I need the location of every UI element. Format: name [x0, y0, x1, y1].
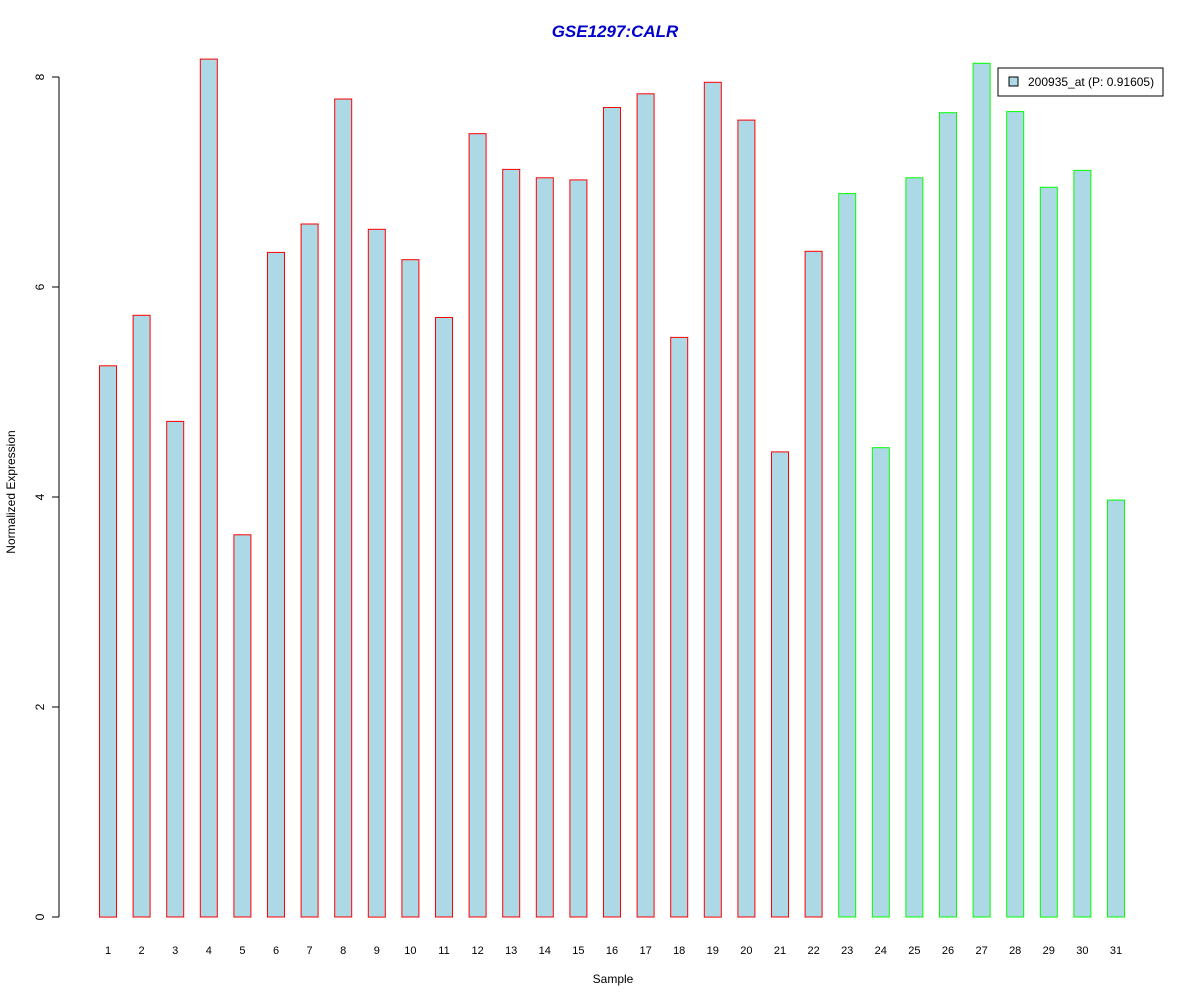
x-tick-labels: 1 2 3 4 5 6 7 8 9 10 11 12 13 14 15 16 17 18 19 20 21 22 23 24 2… — [105, 945, 1122, 957]
legend-box — [997, 67, 1164, 97]
x-tick-label: 14 — [539, 945, 551, 957]
legend-swatch — [1008, 76, 1019, 87]
bar — [334, 98, 353, 918]
bar — [737, 119, 756, 918]
x-tick-label: 23 — [841, 945, 853, 957]
bars-group — [99, 58, 1125, 918]
x-tick-label: 18 — [673, 945, 685, 957]
bar — [300, 223, 319, 918]
x-tick-label: 7 — [307, 945, 313, 957]
x-tick-label: 13 — [505, 945, 517, 957]
y-axis-label: Normalized Expression — [4, 430, 18, 553]
bar — [1107, 499, 1125, 918]
y-tick-label: 2 — [33, 703, 47, 710]
bar — [939, 112, 957, 918]
bar — [1006, 111, 1025, 918]
x-axis-label: Sample — [593, 972, 634, 986]
bar — [972, 62, 991, 918]
bar — [233, 534, 252, 918]
x-tick-label: 16 — [606, 945, 618, 957]
bar — [199, 58, 218, 918]
bar — [401, 259, 420, 918]
x-tick-label: 31 — [1110, 945, 1122, 957]
x-tick-label: 5 — [239, 945, 245, 957]
bar — [166, 420, 185, 918]
x-tick-label: 19 — [707, 945, 719, 957]
legend-label: 200935_at (P: 0.91605) — [1028, 75, 1154, 89]
y-tick-label: 0 — [33, 913, 47, 920]
x-tick-label: 4 — [206, 945, 212, 957]
bar — [703, 81, 722, 918]
bar — [367, 228, 386, 918]
x-tick-label: 6 — [273, 945, 279, 957]
x-tick-label: 27 — [975, 945, 987, 957]
x-tick-label: 10 — [404, 945, 416, 957]
y-tick-label: 4 — [33, 493, 47, 500]
x-tick-label: 2 — [139, 945, 145, 957]
x-tick-label: 20 — [740, 945, 752, 957]
bar — [132, 314, 151, 918]
bar — [535, 177, 554, 918]
bar — [804, 250, 823, 918]
x-tick-label: 30 — [1076, 945, 1088, 957]
bar — [99, 365, 117, 918]
x-tick-label: 9 — [374, 945, 380, 957]
bar — [636, 93, 655, 918]
x-tick-label: 28 — [1009, 945, 1021, 957]
x-tick-label: 26 — [942, 945, 954, 957]
x-tick-label: 1 — [105, 945, 111, 957]
x-tick-label: 24 — [875, 945, 887, 957]
bar — [468, 133, 487, 918]
bar — [871, 447, 890, 918]
bar — [670, 336, 689, 918]
x-tick-label: 15 — [572, 945, 584, 957]
bar — [267, 251, 285, 918]
x-tick-label: 12 — [471, 945, 483, 957]
bar — [905, 177, 924, 918]
bar — [771, 451, 789, 918]
x-tick-label: 3 — [172, 945, 178, 957]
bar — [502, 168, 521, 918]
chart-title: GSE1297:CALR — [552, 22, 679, 41]
x-tick-label: 21 — [774, 945, 786, 957]
x-tick-label: 17 — [639, 945, 651, 957]
y-tick-label: 6 — [33, 283, 47, 290]
bar — [1039, 186, 1058, 918]
x-tick-label: 22 — [807, 945, 819, 957]
x-tick-label: 29 — [1043, 945, 1055, 957]
x-tick-label: 8 — [340, 945, 346, 957]
x-tick-label: 25 — [908, 945, 920, 957]
bar — [569, 179, 588, 918]
x-tick-label: 11 — [438, 945, 449, 957]
bar — [838, 193, 857, 918]
legend: 200935_at (P: 0.91605) — [997, 67, 1164, 97]
bar — [435, 317, 453, 918]
y-axis: 0 2 4 6 8 — [33, 73, 60, 920]
bar — [603, 107, 621, 918]
y-tick-label: 8 — [33, 73, 47, 80]
bar — [1073, 169, 1092, 918]
